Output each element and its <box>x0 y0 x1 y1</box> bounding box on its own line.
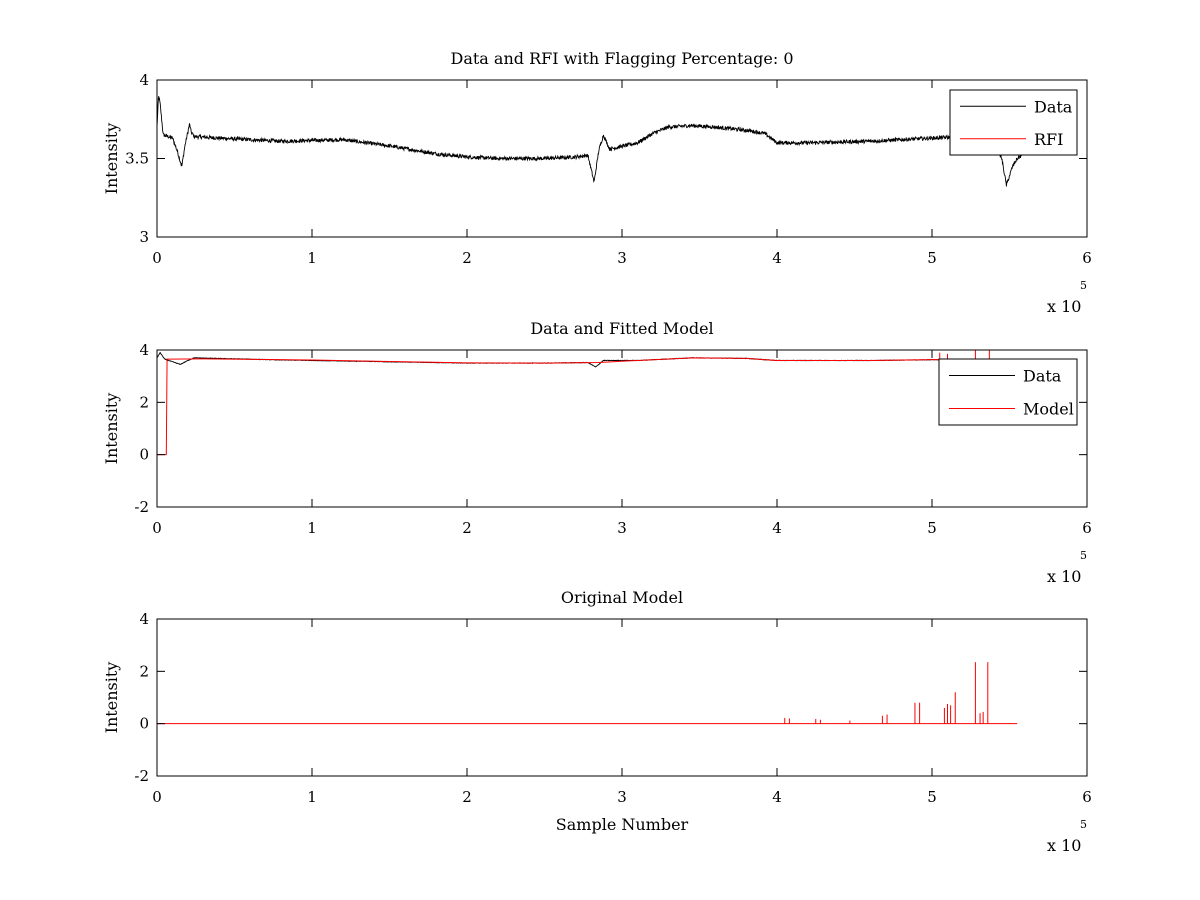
y-axis-label: Intensity <box>102 393 121 465</box>
x-tick-label: 6 <box>1082 788 1092 806</box>
x-tick-label: 1 <box>307 519 317 537</box>
y-tick-label: -2 <box>134 767 149 785</box>
series-data-line <box>157 96 1022 187</box>
x-tick-label: 1 <box>307 249 317 267</box>
y-tick-label: 2 <box>139 393 149 411</box>
x-multiplier-exponent: 5 <box>1080 279 1087 292</box>
x-tick-label: 6 <box>1082 249 1092 267</box>
y-tick-label: -2 <box>134 498 149 516</box>
legend-entry: RFI <box>1034 130 1063 149</box>
x-tick-label: 5 <box>927 519 937 537</box>
y-axis-label: Intensity <box>102 662 121 734</box>
y-tick-label: 4 <box>139 341 149 359</box>
x-multiplier: x 10 <box>1047 567 1081 586</box>
x-tick-label: 5 <box>927 788 937 806</box>
x-axis-label: Sample Number <box>556 815 689 834</box>
plot-area <box>157 96 1022 187</box>
x-tick-label: 6 <box>1082 519 1092 537</box>
y-tick-label: 4 <box>139 71 149 89</box>
chart-panel-1: 0 1 2 3 4 5 6 3 3.5 4 Data and RFI with Flagging P… <box>102 49 1092 316</box>
axes-box <box>156 79 1088 238</box>
x-tick-label: 3 <box>617 519 627 537</box>
x-tick-label: 4 <box>772 519 782 537</box>
x-tick-label: 1 <box>307 788 317 806</box>
y-tick-label: 3.5 <box>125 150 149 168</box>
legend-entry: Data <box>1023 367 1062 386</box>
x-tick-label: 4 <box>772 249 782 267</box>
x-multiplier: x 10 <box>1047 836 1081 855</box>
y-tick-label: 4 <box>139 610 149 628</box>
legend-box <box>949 89 1078 156</box>
x-tick-label: 3 <box>617 249 627 267</box>
legend-box <box>938 358 1078 426</box>
x-tick-label: 0 <box>152 519 162 537</box>
x-tick-label: 3 <box>617 788 627 806</box>
x-tick-label: 2 <box>462 519 472 537</box>
y-tick-label: 0 <box>139 446 149 464</box>
y-axis-label: Intensity <box>102 123 121 195</box>
legend: Data RFI <box>949 89 1078 156</box>
chart-title: Data and RFI with Flagging Percentage: 0 <box>450 49 793 68</box>
x-tick-label: 2 <box>462 788 472 806</box>
y-tick-label: 3 <box>139 228 149 246</box>
x-multiplier-exponent: 5 <box>1080 549 1087 562</box>
plot-area <box>157 662 1018 725</box>
plot-area <box>157 350 1018 456</box>
x-tick-label: 4 <box>772 788 782 806</box>
legend-entry: Data <box>1034 97 1073 116</box>
y-tick-label: 0 <box>139 715 149 733</box>
x-tick-label: 2 <box>462 249 472 267</box>
chart-title: Data and Fitted Model <box>530 319 713 338</box>
series-model-line <box>157 357 1018 456</box>
x-tick-label: 0 <box>152 788 162 806</box>
x-tick-label: 0 <box>152 249 162 267</box>
legend-entry: Model <box>1023 400 1074 419</box>
chart-title: Original Model <box>561 588 683 607</box>
x-multiplier: x 10 <box>1047 297 1081 316</box>
y-tick-label: 2 <box>139 662 149 680</box>
x-multiplier-exponent: 5 <box>1080 818 1087 831</box>
legend: Data Model <box>938 358 1078 426</box>
x-tick-label: 5 <box>927 249 937 267</box>
axes-box <box>156 618 1088 777</box>
